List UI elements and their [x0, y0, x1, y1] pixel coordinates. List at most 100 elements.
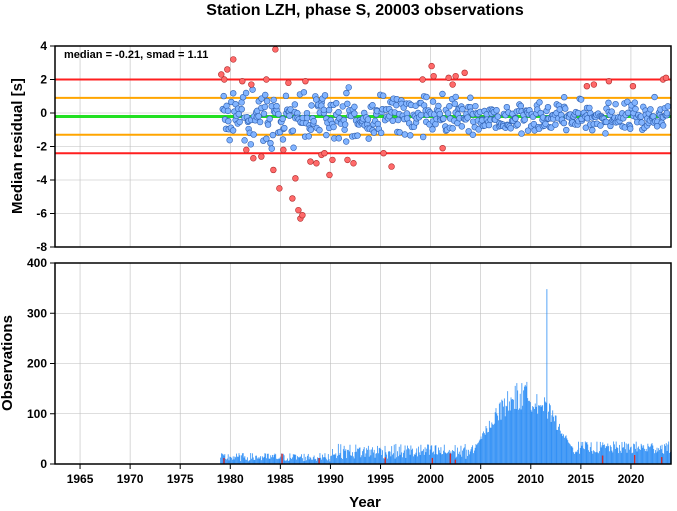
observation-bar [352, 456, 354, 464]
observation-bar [461, 456, 463, 464]
residual-point [330, 123, 337, 131]
observation-bar [568, 442, 569, 464]
observation-bar [259, 457, 261, 464]
residual-point [305, 133, 312, 140]
observation-bar [508, 401, 510, 464]
observation-bar [227, 454, 229, 464]
residual-point [632, 105, 639, 113]
observation-bar [291, 459, 292, 464]
residual-point [260, 110, 268, 117]
observation-bar [306, 460, 307, 464]
residual-point [586, 104, 593, 112]
observation-bar [463, 447, 465, 464]
observation-bar [282, 453, 284, 464]
observation-bar [667, 444, 669, 464]
observation-bar [359, 447, 361, 464]
observation-bar [629, 449, 630, 464]
outlier-observation-bar [281, 453, 283, 464]
observation-bar [551, 415, 553, 464]
observation-bar [463, 448, 464, 464]
residual-point [514, 121, 521, 128]
observation-bar [271, 457, 272, 464]
observation-bar [627, 444, 629, 464]
residual-y-ticks: 4 2 0 -2 -4 -6 -8 [36, 39, 55, 254]
observation-bar [221, 453, 222, 464]
observation-bar [357, 449, 359, 464]
observation-bar [587, 444, 589, 464]
observation-bar [457, 447, 459, 464]
observation-bar [402, 457, 403, 464]
observation-bar [396, 457, 398, 464]
observation-bar [501, 399, 503, 464]
observation-bar [371, 449, 373, 464]
observation-bar [570, 446, 572, 464]
residual-point [493, 107, 500, 114]
observation-bar [258, 458, 260, 464]
residual-point [235, 110, 242, 118]
observation-bar [635, 441, 637, 464]
observation-bar [438, 447, 439, 464]
observation-bar [538, 405, 539, 464]
observation-bar [428, 444, 429, 464]
observation-bar [456, 456, 458, 464]
residual-point [589, 126, 596, 134]
observation-bar [326, 459, 328, 464]
observation-bar [505, 405, 507, 464]
observation-bar [383, 458, 385, 464]
observation-bar [649, 447, 650, 464]
outlier-observation-bar [449, 453, 452, 464]
observation-bar [648, 446, 650, 464]
residual-point [560, 119, 568, 127]
residual-point [344, 100, 351, 107]
observation-bar [492, 424, 494, 464]
observation-bar [610, 446, 612, 464]
observation-bar [275, 454, 277, 464]
observation-bar [482, 433, 484, 464]
residual-point [469, 131, 477, 138]
observation-bar [574, 453, 575, 464]
observation-bar [483, 433, 485, 464]
observation-bar [288, 460, 290, 464]
observation-bar [423, 454, 425, 464]
observation-bar [368, 456, 370, 464]
residual-point [563, 126, 570, 134]
observation-bar [580, 441, 582, 464]
observation-bar [603, 444, 605, 464]
residual-point [229, 127, 237, 134]
observation-bar [330, 456, 332, 464]
residual-point [530, 120, 538, 128]
observation-bar [606, 446, 608, 464]
observation-bar [237, 456, 239, 464]
residual-point [264, 121, 272, 128]
observation-bar [662, 452, 664, 464]
observation-bar [498, 403, 500, 464]
observation-bar [336, 458, 338, 464]
observation-bar [397, 456, 399, 464]
observation-bar [611, 450, 613, 464]
x-tick-label: 1985 [267, 472, 294, 486]
observation-bar [274, 453, 276, 464]
observation-bar [560, 433, 562, 464]
residual-point [290, 144, 297, 151]
observation-bar [307, 455, 308, 464]
observation-bar [412, 448, 413, 464]
observation-bar [547, 418, 549, 464]
observation-bar [653, 449, 655, 464]
residual-point [653, 123, 661, 130]
observation-bar [609, 445, 611, 464]
observation-bar [639, 449, 640, 464]
residual-point [380, 92, 387, 99]
observation-bar [659, 449, 660, 464]
observation-bar [394, 458, 396, 464]
y-tick-label: 0 [40, 457, 47, 471]
observation-bar [511, 399, 513, 464]
y-tick-label: 400 [27, 256, 47, 270]
observation-bar [548, 411, 549, 464]
residual-point [241, 137, 248, 144]
observation-bar [469, 451, 471, 464]
observation-bar [380, 449, 382, 464]
observation-bar [459, 454, 461, 464]
outlier-point [307, 158, 314, 165]
observation-bar [310, 457, 312, 464]
